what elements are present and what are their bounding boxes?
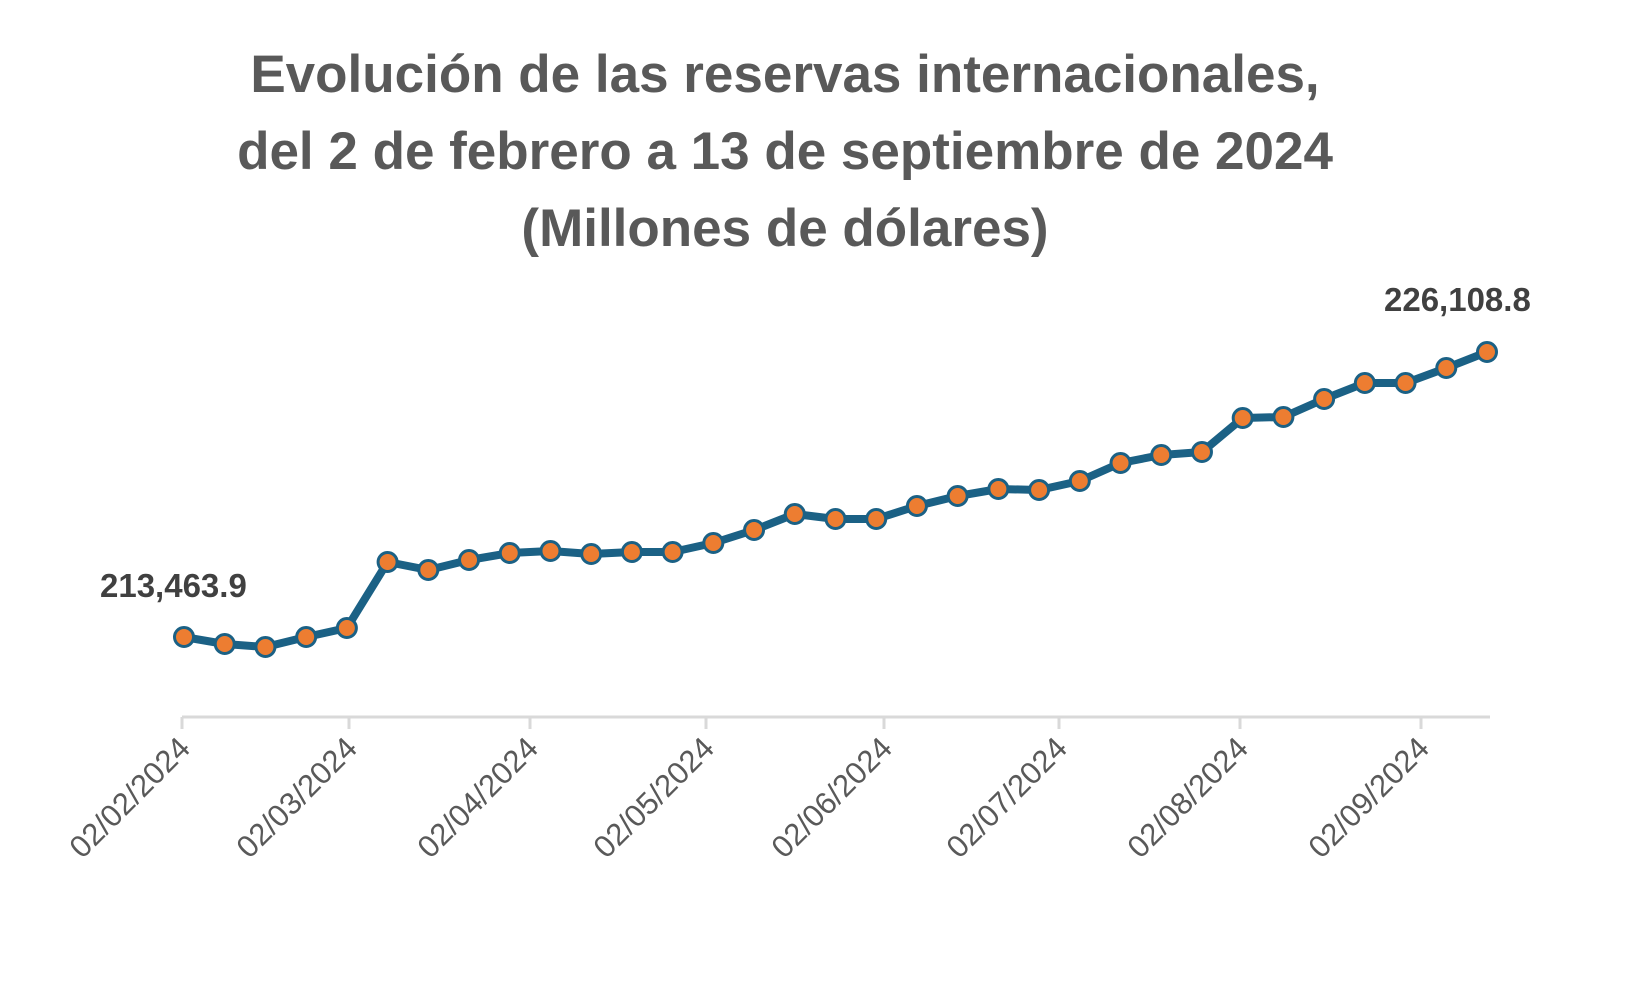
chart-title-line-2: del 2 de febrero a 13 de septiembre de 2… xyxy=(237,122,1333,181)
chart-title-line-1: Evolución de las reservas internacionale… xyxy=(250,45,1320,104)
data-point-marker xyxy=(865,507,888,530)
data-point-marker xyxy=(173,626,195,648)
data-point-marker xyxy=(458,548,481,571)
series-line xyxy=(183,348,1489,651)
data-point-marker xyxy=(376,550,399,573)
x-tick-label: 02/03/2024 xyxy=(229,730,363,864)
data-point-marker xyxy=(1068,469,1091,492)
data-point-marker xyxy=(824,507,847,530)
x-tick-label: 02/08/2024 xyxy=(1120,730,1254,864)
x-tick-label: 02/04/2024 xyxy=(410,730,544,864)
data-label: 213,463.9 xyxy=(100,567,247,604)
data-point-marker xyxy=(1109,451,1132,474)
data-point-marker xyxy=(580,542,603,565)
data-point-marker xyxy=(1028,478,1051,501)
data-point-marker xyxy=(335,617,358,640)
data-label: 226,108.8 xyxy=(1384,281,1531,318)
data-point-marker xyxy=(539,539,562,562)
data-point-marker xyxy=(1272,405,1295,428)
data-point-marker xyxy=(1435,356,1458,379)
x-tick-label: 02/07/2024 xyxy=(939,730,1073,864)
data-point-marker xyxy=(987,477,1010,500)
data-point-marker xyxy=(1150,443,1173,466)
data-point-marker xyxy=(702,531,725,554)
chart-title: Evolución de las reservas internacionale… xyxy=(0,36,1570,267)
data-point-marker xyxy=(1394,371,1417,394)
data-point-marker xyxy=(254,636,277,659)
data-point-marker xyxy=(295,626,318,648)
chart-title-line-3: (Millones de dólares) xyxy=(521,199,1049,258)
data-point-marker xyxy=(661,540,684,563)
x-tick-label: 02/05/2024 xyxy=(586,730,720,864)
data-point-marker xyxy=(498,541,521,564)
data-point-marker xyxy=(783,502,806,525)
data-labels: 213,463.9 226,108.8 xyxy=(100,281,1531,604)
data-point-marker xyxy=(905,494,928,517)
data-point-marker xyxy=(1353,371,1376,394)
data-point-marker xyxy=(1190,440,1213,463)
data-point-marker xyxy=(1231,406,1254,429)
data-point-marker xyxy=(946,484,969,507)
plot-area xyxy=(173,341,1498,659)
data-point-marker xyxy=(743,518,766,541)
data-point-marker xyxy=(417,558,440,581)
data-point-marker xyxy=(1313,387,1336,410)
x-tick-label: 02/09/2024 xyxy=(1301,730,1435,864)
data-point-marker xyxy=(213,633,236,656)
x-tick-label: 02/02/2024 xyxy=(62,730,196,864)
data-point-marker xyxy=(1476,341,1498,363)
x-tick-label: 02/06/2024 xyxy=(764,730,898,864)
x-axis: 02/02/2024 02/03/2024 02/04/2024 02/05/2024… xyxy=(62,715,1490,865)
data-point-marker xyxy=(620,540,643,563)
